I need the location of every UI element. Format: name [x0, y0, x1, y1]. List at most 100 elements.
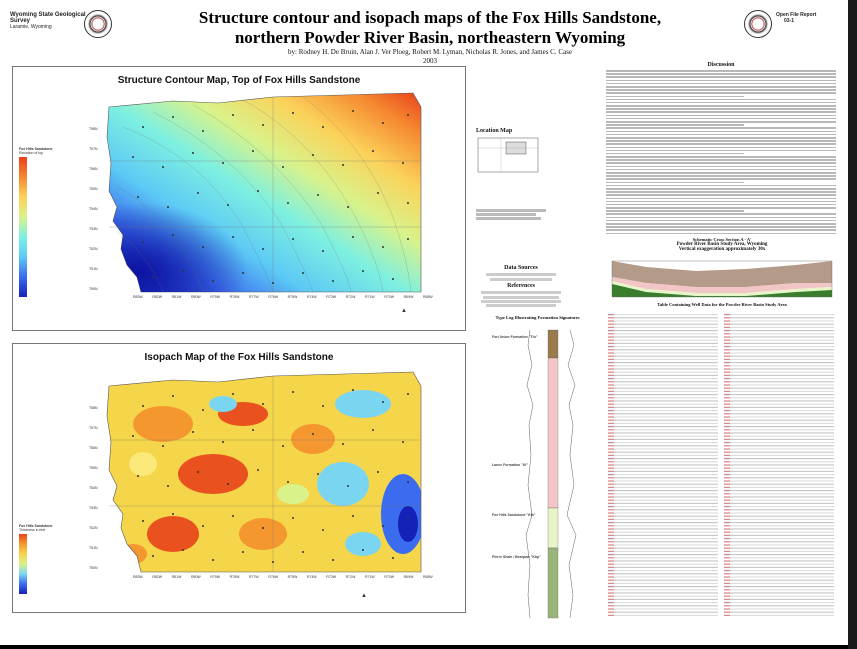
table-row [724, 454, 834, 456]
table-row [724, 525, 834, 527]
isopach-well-points [132, 389, 409, 563]
table-row [724, 560, 834, 562]
org-name: Wyoming State Geological Survey [10, 12, 86, 24]
township-label: R69W [403, 295, 414, 299]
table-row-id [608, 346, 614, 348]
table-row-id [608, 320, 614, 322]
table-row-id [608, 390, 614, 392]
table-row-id [724, 419, 730, 421]
discussion-text-line [606, 146, 836, 149]
table-row [608, 608, 718, 610]
table-row [724, 413, 834, 415]
table-row [724, 528, 834, 530]
table-row-id [724, 378, 730, 380]
table-row [608, 573, 718, 575]
table-row [608, 445, 718, 447]
table-row-id [608, 480, 614, 482]
table-row-id [608, 371, 614, 373]
table-row [724, 330, 834, 332]
table-row [724, 592, 834, 594]
table-row-id [724, 602, 730, 604]
table-row [608, 464, 718, 466]
table-row-id [724, 557, 730, 559]
range-label: T58N [89, 127, 98, 131]
table-row-id [608, 416, 614, 418]
table-row [724, 390, 834, 392]
table-row [608, 358, 718, 360]
table-row [608, 458, 718, 460]
table-row [608, 355, 718, 357]
table-row-id [608, 544, 614, 546]
table-row-id [608, 314, 614, 316]
table-row-id [724, 368, 730, 370]
discussion-text-line [606, 82, 836, 85]
table-row-id [608, 598, 614, 600]
table-row [608, 410, 718, 412]
township-label: R71W [365, 575, 375, 579]
table-row-id [724, 410, 730, 412]
table-row-id [608, 563, 614, 565]
table-row [608, 605, 718, 607]
table-row-id [724, 515, 730, 517]
table-row-id [608, 400, 614, 402]
structure-legend-colorbar [19, 157, 27, 297]
table-row [724, 570, 834, 572]
table-row [608, 390, 718, 392]
discussion-text-line [606, 216, 836, 219]
table-row-id [608, 451, 614, 453]
table-row [724, 406, 834, 408]
township-label: R78W [229, 295, 240, 299]
discussion-text-line [606, 194, 836, 196]
discussion-text-line [606, 95, 744, 98]
table-row [608, 413, 718, 415]
table-row [608, 387, 718, 389]
discussion-text-line [606, 200, 836, 203]
table-row-id [608, 582, 614, 584]
table-row [608, 330, 718, 332]
discussion-text-line [606, 85, 836, 88]
range-label: T57N [89, 147, 98, 151]
table-row-id [608, 602, 614, 604]
table-row [724, 490, 834, 492]
discussion-text-line [606, 232, 836, 235]
table-row [608, 560, 718, 562]
references-block: References [476, 283, 566, 308]
table-row-id [608, 518, 614, 520]
wyoming-seal-icon [744, 10, 772, 38]
table-row-id [724, 550, 730, 552]
window-scrollbar[interactable] [848, 0, 857, 649]
table-row [608, 429, 718, 431]
table-row-id [724, 438, 730, 440]
discussion-text-line [606, 223, 836, 225]
table-row-id [724, 499, 730, 501]
table-row [724, 368, 834, 370]
table-row-id [608, 506, 614, 508]
table-row [724, 467, 834, 469]
table-row-id [724, 518, 730, 520]
table-row-id [608, 483, 614, 485]
range-label: T54N [89, 486, 98, 490]
table-row-id [608, 534, 614, 536]
table-row [608, 470, 718, 472]
township-label: R73W [326, 575, 337, 579]
table-row [608, 522, 718, 524]
table-row-id [608, 614, 614, 616]
table-row [608, 547, 718, 549]
table-row [724, 614, 834, 616]
table-row-id [608, 358, 614, 360]
table-row [724, 387, 834, 389]
table-row-id [608, 330, 614, 332]
isopach-legend-title: Fox Hills Sandstone [19, 524, 53, 528]
table-row-id [608, 541, 614, 543]
table-row [724, 515, 834, 517]
table-row [608, 394, 718, 396]
discussion-text-line [606, 73, 836, 75]
table-row-id [608, 381, 614, 383]
table-row-id [724, 493, 730, 495]
table-row-id [608, 467, 614, 469]
table-row-id [724, 390, 730, 392]
table-row-id [724, 541, 730, 543]
table-row-id [724, 576, 730, 578]
cross-section-title: Schematic Cross Section A - A' [692, 237, 752, 242]
table-row-id [724, 570, 730, 572]
